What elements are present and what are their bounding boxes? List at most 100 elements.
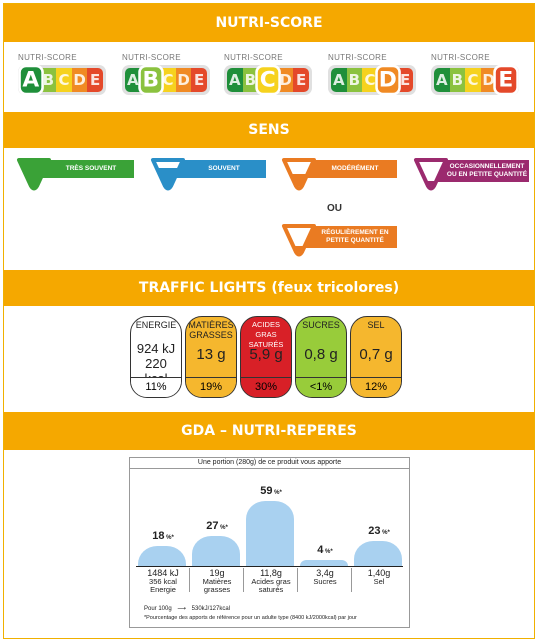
traffic-light-name: ACIDES GRAS SATURÉS bbox=[248, 320, 284, 349]
nutriscore-letter-d: D bbox=[277, 68, 294, 92]
section-header-gda: GDA – NUTRI-REPERES bbox=[4, 412, 534, 450]
gda-bar bbox=[192, 536, 240, 566]
traffic-light-percent: 19% bbox=[186, 377, 236, 397]
sens-section: TRÈS SOUVENT SOUVENT MODÉRÉMENT OCCASIONNEL… bbox=[4, 148, 534, 270]
nutriscore-letter-e: E bbox=[293, 68, 309, 92]
gda-column-sub: Matières bbox=[202, 577, 232, 586]
nutriscore-logo-a: NUTRI-SCORE A B C D E bbox=[18, 53, 110, 103]
gda-column-value: 19g bbox=[209, 568, 225, 578]
section-title: TRAFFIC LIGHTS (feux tricolores) bbox=[138, 280, 400, 296]
gda-percent-label: 23 %* bbox=[354, 525, 404, 537]
nutriscore-letter-a: A bbox=[18, 64, 44, 96]
nutriscore-letter-e: E bbox=[191, 68, 207, 92]
gda-column-value: 3,4g bbox=[316, 568, 334, 578]
sens-label: TRÈS SOUVENT bbox=[38, 160, 134, 178]
sens-triangle-icon bbox=[414, 158, 448, 191]
sens-triangle-icon bbox=[282, 224, 316, 257]
traffic-light-value: 0,7 g bbox=[359, 346, 393, 363]
nutriscore-logo-label: NUTRI-SCORE bbox=[122, 53, 181, 62]
gda-percent-unit: %* bbox=[272, 490, 282, 497]
footer-per100g: Pour 100g bbox=[144, 606, 172, 612]
section-header-sens: SENS bbox=[4, 112, 534, 148]
gda-bar bbox=[300, 560, 348, 566]
gda-title: Une portion (280g) de ce produit vous ap… bbox=[130, 458, 409, 469]
gda-separator bbox=[189, 568, 190, 592]
nutriscore-letter-e: E bbox=[87, 68, 103, 92]
footer-energy: 530kJ/127kcal bbox=[191, 606, 231, 612]
gda-percent-label: 59 %* bbox=[246, 485, 296, 497]
nutriscore-letter-a: A bbox=[331, 68, 347, 92]
gda-panel: Une portion (280g) de ce produit vous ap… bbox=[129, 457, 410, 628]
nutriscore-letter-a: A bbox=[227, 68, 243, 92]
gda-column-sub: Sel bbox=[373, 577, 385, 586]
sens-label: SOUVENT bbox=[172, 160, 266, 178]
nutriscore-logo-label: NUTRI-SCORE bbox=[224, 53, 283, 62]
sens-moderement: MODÉRÉMENT bbox=[281, 156, 397, 192]
section-title: NUTRI-SCORE bbox=[215, 15, 323, 31]
nutriscore-letter-b: B bbox=[137, 64, 163, 96]
gda-column-sub: 356 kcal bbox=[149, 577, 177, 586]
infographic-frame bbox=[3, 3, 535, 639]
nutriscore-letter-b: B bbox=[346, 68, 363, 92]
traffic-light-percent: 30% bbox=[241, 377, 291, 397]
traffic-light-1: MATIÈRES GRASSES 13 g 19% bbox=[185, 316, 237, 398]
gda-percent-label: 4 %* bbox=[300, 544, 350, 556]
gda-column-label: 1,40g Sel bbox=[354, 568, 404, 586]
gda-percent-label: 27 %* bbox=[192, 520, 242, 532]
gda-bar bbox=[354, 540, 402, 566]
nutriscore-letter-b: B bbox=[242, 68, 259, 92]
traffic-light-name: SUCRES bbox=[302, 320, 340, 330]
traffic-light-name: MATIÈRES GRASSES bbox=[188, 320, 234, 340]
section-title: SENS bbox=[248, 122, 290, 138]
nutriscore-letter-a: A bbox=[125, 68, 141, 92]
nutriscore-letter-c: C bbox=[160, 68, 176, 92]
section-header-nutriscore: NUTRI-SCORE bbox=[4, 4, 534, 42]
gda-column-value: 1484 kJ bbox=[147, 568, 179, 578]
gda-separator bbox=[243, 568, 244, 592]
gda-percent-unit: %* bbox=[218, 525, 228, 532]
gda-column-value: 1,40g bbox=[367, 568, 391, 578]
gda-column-label: 3,4g Sucres bbox=[300, 568, 350, 586]
gda-column-sub: Sucres bbox=[313, 577, 337, 586]
section-header-traffic: TRAFFIC LIGHTS (feux tricolores) bbox=[4, 270, 534, 306]
nutriscore-logo-d: NUTRI-SCORE A B C D E bbox=[328, 53, 420, 103]
traffic-light-name: SEL bbox=[367, 320, 385, 330]
nutriscore-letter-a: A bbox=[434, 68, 450, 92]
sens-triangle-icon bbox=[282, 158, 316, 191]
gda-column-label: 19g Matières grasses bbox=[192, 568, 242, 594]
arrow-right-icon: ⟶ bbox=[177, 606, 186, 612]
gda-percent-unit: %* bbox=[164, 535, 174, 542]
nutriscore-letter-b: B bbox=[40, 68, 57, 92]
nutriscore-letter-b: B bbox=[449, 68, 466, 92]
nutriscore-section: NUTRI-SCORE A B C D E NUTRI-SCORE A B C D E NUTRI-SC… bbox=[4, 42, 534, 112]
gda-column-label: 1484 kJ 356 kcal Energie bbox=[138, 568, 188, 594]
gda-percent-value: 4 bbox=[317, 544, 324, 556]
gda-bar bbox=[138, 546, 186, 566]
traffic-light-value: 0,8 g bbox=[304, 346, 338, 363]
sens-occasionnellement: OCCASIONNELLEMENT OU EN PETITE QUANTITÉ bbox=[413, 156, 529, 192]
or-text: OU bbox=[327, 203, 342, 214]
section-title: GDA – NUTRI-REPERES bbox=[181, 423, 357, 439]
sens-regulierement: RÉGULIÈREMENT EN PETITE QUANTITÉ bbox=[281, 222, 397, 258]
traffic-light-percent: 12% bbox=[351, 377, 401, 397]
nutriscore-letter-c: C bbox=[465, 68, 481, 92]
sens-souvent: SOUVENT bbox=[150, 156, 266, 192]
gda-percent-label: 18 %* bbox=[138, 530, 188, 542]
nutriscore-logo-label: NUTRI-SCORE bbox=[328, 53, 387, 62]
gda-percent-value: 27 bbox=[206, 520, 219, 533]
nutriscore-logo-label: NUTRI-SCORE bbox=[18, 53, 77, 62]
traffic-light-name: ENERGIE bbox=[135, 320, 177, 330]
sens-label: MODÉRÉMENT bbox=[303, 160, 397, 178]
gda-separator bbox=[351, 568, 352, 592]
gda-column-name: saturés bbox=[258, 585, 284, 594]
gda-percent-unit: %* bbox=[323, 549, 333, 555]
nutriscore-logo-label: NUTRI-SCORE bbox=[431, 53, 490, 62]
traffic-light-value: 5,9 g bbox=[249, 346, 283, 363]
traffic-light-value: 13 g bbox=[196, 346, 226, 363]
sens-label: RÉGULIÈREMENT EN PETITE QUANTITÉ bbox=[303, 226, 397, 248]
nutriscore-letter-c: C bbox=[362, 68, 378, 92]
